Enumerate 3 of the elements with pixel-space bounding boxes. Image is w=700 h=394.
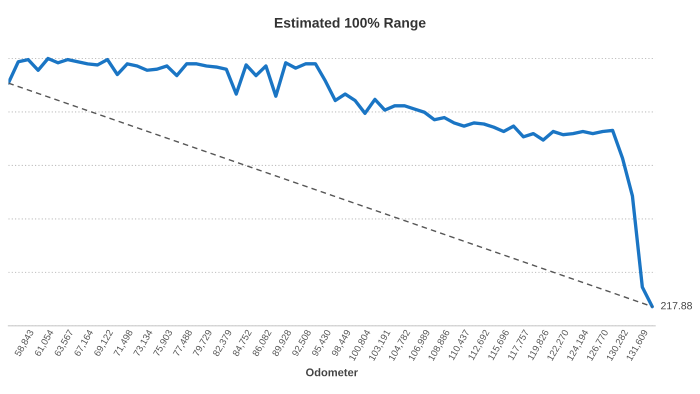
- text: 217.88: [661, 302, 692, 310]
- x-axis-title: Odometer: [306, 368, 358, 376]
- chart-title: Estimated 100% Range: [274, 18, 426, 31]
